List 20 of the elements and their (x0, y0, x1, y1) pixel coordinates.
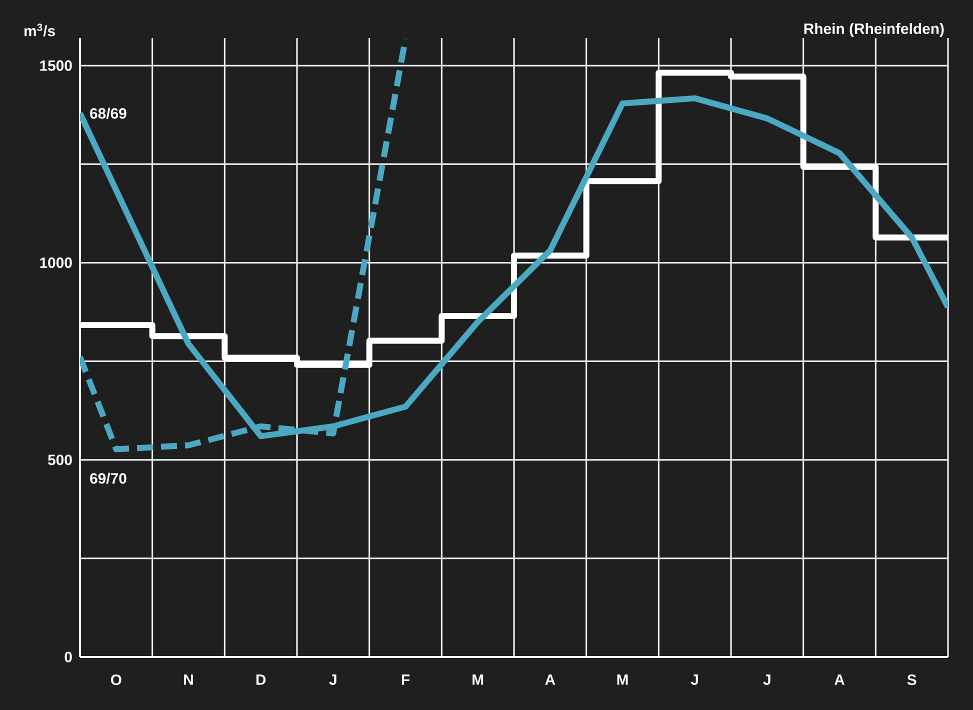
x-tick-label: J (763, 674, 770, 685)
y-tick-label: 1000 (40, 257, 72, 268)
x-tick-label: F (402, 674, 410, 685)
x-tick-label: M (617, 674, 628, 685)
x-tick-label: A (834, 674, 845, 685)
x-tick-label: J (329, 674, 336, 685)
series-label: 69/70 (90, 472, 126, 484)
chart-title: Rhein (Rheinfelden) (804, 23, 944, 37)
y-tick-label: 1500 (40, 60, 72, 71)
x-tick-label: M (472, 674, 484, 685)
x-tick-label: O (110, 674, 122, 686)
x-tick-label: N (184, 674, 193, 685)
series-label: 68/69 (90, 108, 126, 119)
y-tick-label: 500 (48, 454, 72, 466)
x-tick-label: A (545, 674, 556, 685)
x-tick-label: S (907, 674, 916, 686)
y-axis-title: m$^{3}$/s (24, 24, 55, 36)
x-tick-label: D (256, 674, 266, 685)
y-tick-label: 0 (64, 652, 72, 662)
x-tick-label: J (690, 674, 698, 685)
